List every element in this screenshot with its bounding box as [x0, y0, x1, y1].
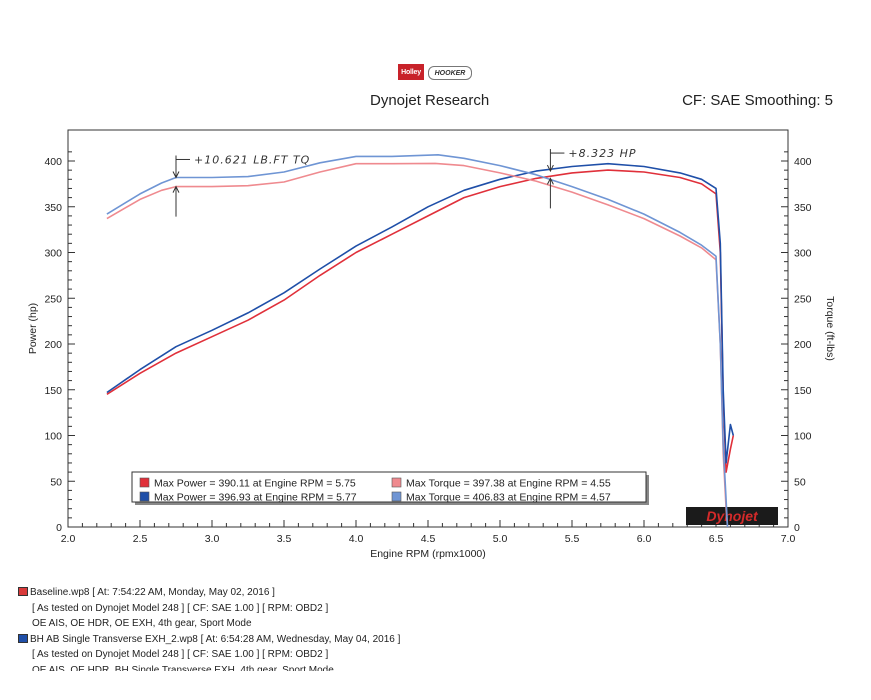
brand-logos: Holley HOOKER	[398, 64, 488, 82]
legend-entry: Max Torque = 397.38 at Engine RPM = 4.55	[406, 478, 611, 490]
x-tick-label: 5.5	[565, 533, 580, 545]
x-axis-label: Engine RPM (rpmx1000)	[370, 548, 486, 560]
legend-entry: Max Power = 390.11 at Engine RPM = 5.75	[154, 478, 356, 490]
y-right-tick-label: 350	[794, 202, 812, 214]
y-left-tick-label: 150	[44, 385, 62, 397]
legend-swatch	[139, 477, 150, 488]
y-right-tick-label: 0	[794, 522, 800, 534]
legend-swatch	[391, 477, 402, 488]
y-left-tick-label: 400	[44, 156, 62, 168]
dyno-chart: 2.0 2.5 3.0 3.5 4.0 4.5 5.0 5.5 6.0 6.5 7.00501001…	[27, 129, 836, 560]
y-right-tick-label: 300	[794, 248, 812, 260]
legend-box	[131, 471, 647, 503]
y-right-tick-label: 200	[794, 339, 812, 351]
run-bh-swatch	[18, 633, 28, 643]
holley-logo: Holley	[398, 64, 424, 80]
y-right-tick-label: 400	[794, 156, 812, 168]
run-baseline-line3: OE AIS, OE HDR, OE EXH, 4th gear, Sport …	[32, 618, 252, 629]
y-left-tick-label: 50	[50, 476, 62, 488]
x-tick-label: 7.0	[781, 533, 796, 545]
x-tick-label: 4.5	[421, 533, 436, 545]
legend-entry: Max Power = 396.93 at Engine RPM = 5.77	[154, 492, 357, 504]
legend-swatch	[391, 491, 402, 502]
x-tick-label: 3.0	[205, 533, 220, 545]
x-tick-label: 3.5	[277, 533, 292, 545]
annotation-arrowhead-top	[172, 171, 180, 179]
y-right-tick-label: 250	[794, 293, 812, 305]
x-tick-label: 4.0	[349, 533, 364, 545]
run-baseline-line1: Baseline.wp8 [ At: 7:54:22 AM, Monday, M…	[18, 585, 858, 601]
y-left-tick-label: 250	[44, 293, 62, 305]
annotation-label: +8.323 HP	[568, 147, 636, 160]
y-left-tick-label: 350	[44, 202, 62, 214]
x-tick-label: 6.0	[637, 533, 652, 545]
run-bh-line3: OE AIS, OE HDR, BH Single Transverse EXH…	[32, 664, 334, 671]
y-right-tick-label: 50	[794, 476, 806, 488]
x-tick-label: 5.0	[493, 533, 508, 545]
x-tick-label: 2.0	[61, 533, 76, 545]
annotation-arrowhead-bottom	[546, 177, 554, 185]
y-right-tick-label: 150	[794, 385, 812, 397]
correction-settings: CF: SAE Smoothing: 5	[682, 92, 833, 109]
run-bh-line1: BH AB Single Transverse EXH_2.wp8 [ At: …	[18, 632, 858, 648]
run-info-footer: Baseline.wp8 [ At: 7:54:22 AM, Monday, M…	[18, 585, 858, 671]
watermark-box	[686, 507, 778, 525]
y-left-tick-label: 200	[44, 339, 62, 351]
run-baseline-line2: [ As tested on Dynojet Model 248 ] [ CF:…	[32, 602, 329, 614]
hooker-logo: HOOKER	[428, 66, 472, 80]
y-left-tick-label: 0	[56, 522, 62, 534]
y-left-tick-label: 100	[44, 431, 62, 443]
legend-swatch	[139, 491, 150, 502]
annotation-arrowhead-top	[546, 164, 554, 173]
legend-entry: Max Torque = 406.83 at Engine RPM = 4.57	[406, 492, 611, 504]
annotation-label: +10.621 LB.FT TQ	[194, 153, 310, 166]
series-line-torque-3	[106, 154, 729, 528]
chart-title: Dynojet Research	[370, 92, 490, 109]
run-bh-line2: [ As tested on Dynojet Model 248 ] [ CF:…	[32, 649, 329, 660]
y-left-axis-label: Power (hp)	[27, 303, 39, 354]
y-right-axis-label: Torque (ft-lbs)	[824, 296, 836, 361]
series-line-power-1	[106, 162, 735, 464]
x-tick-label: 6.5	[709, 533, 724, 545]
run-baseline-swatch	[18, 587, 28, 596]
annotation-arrowhead-bottom	[172, 185, 180, 193]
y-right-tick-label: 100	[794, 431, 812, 443]
x-tick-label: 2.5	[133, 533, 148, 545]
y-left-tick-label: 300	[44, 248, 62, 260]
watermark-text: Dynojet	[706, 508, 759, 524]
